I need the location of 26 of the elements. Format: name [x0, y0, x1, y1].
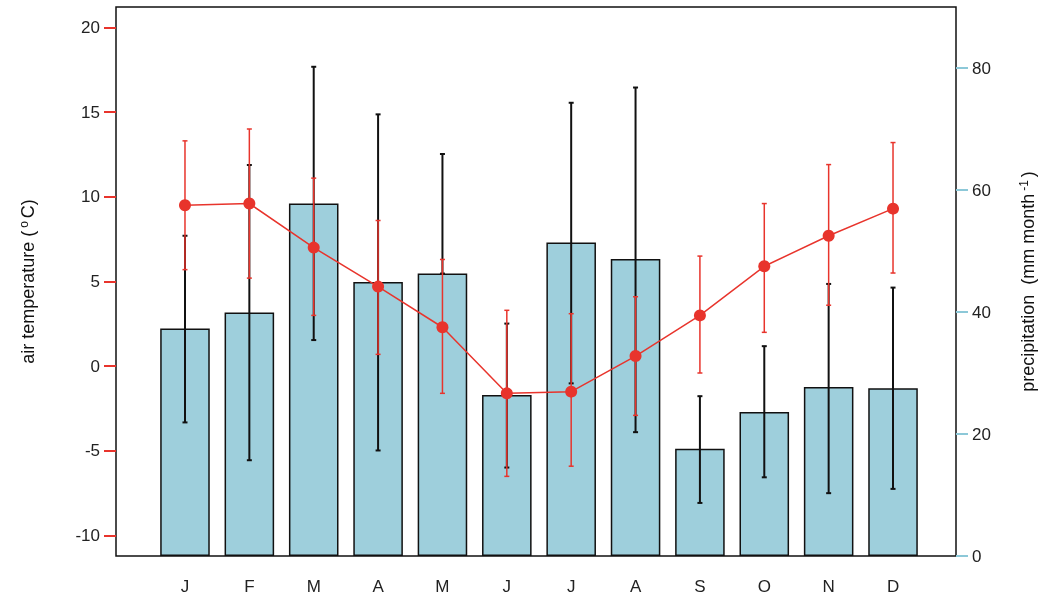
y-tick-label: 5: [90, 272, 100, 291]
y2-tick-label: 0: [972, 546, 982, 566]
x-tick-label: N: [822, 577, 835, 596]
y-tick-label: 15: [81, 102, 100, 122]
x-tick-label: S: [694, 577, 706, 596]
y-tick-label: 20: [81, 17, 100, 37]
x-tick-label: J: [180, 577, 190, 596]
y-tick-label: 10: [81, 187, 100, 207]
x-tick-label: A: [629, 577, 642, 596]
x-tick-label: A: [372, 577, 385, 596]
y-axis-title: air temperature (oC): [17, 199, 38, 364]
y2-axis-title: precipitation (mm month-1): [1017, 171, 1038, 392]
y-tick-label: -10: [75, 526, 100, 546]
x-tick-label: D: [886, 577, 900, 596]
y-tick-label: -5: [84, 441, 100, 461]
y-tick-label: 0: [90, 356, 100, 376]
y2-tick-label: 40: [972, 302, 991, 322]
x-tick-label: M: [306, 577, 321, 596]
y2-tick-label: 80: [972, 58, 991, 78]
x-tick-label: O: [757, 577, 771, 596]
x-tick-label: J: [502, 577, 512, 596]
x-tick-label: F: [244, 577, 255, 596]
y2-tick-label: 20: [972, 424, 991, 444]
y2-tick-label: 60: [972, 180, 991, 200]
x-tick-label: J: [566, 577, 576, 596]
x-tick-label: M: [435, 577, 450, 596]
